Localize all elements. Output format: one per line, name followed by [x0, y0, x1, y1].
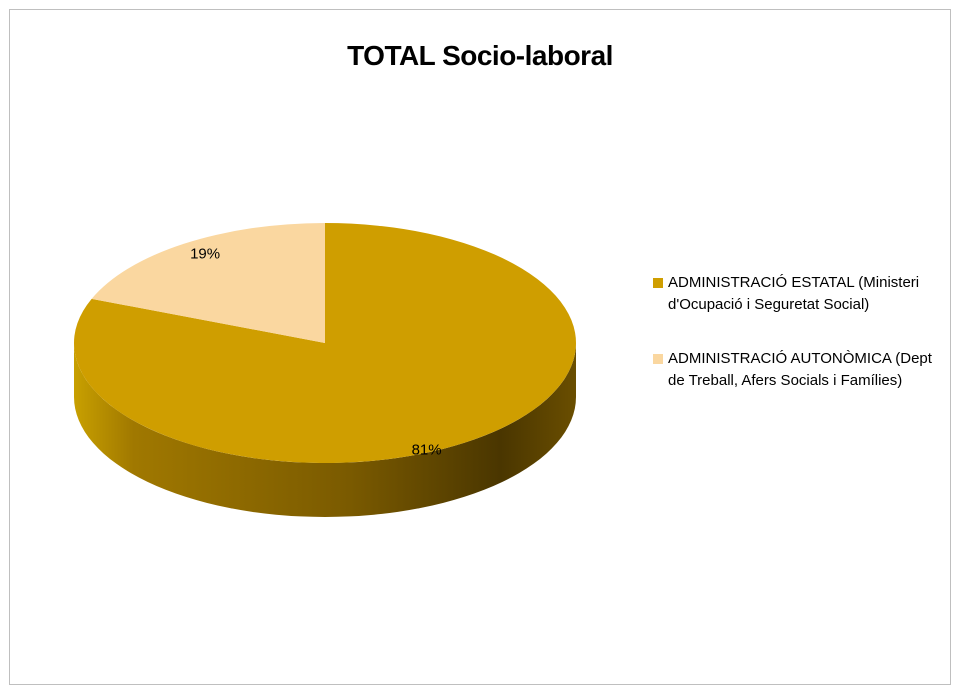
pie-data-label-1: 19%: [190, 246, 220, 263]
legend-item-estatal: ADMINISTRACIÓ ESTATAL (Ministeri d'Ocupa…: [650, 272, 950, 316]
pie-side-wall: [74, 343, 576, 517]
legend-item-autonomica: ADMINISTRACIÓ AUTONÒMICA (Dept de Trebal…: [650, 348, 950, 392]
legend-swatch-autonomica: [653, 354, 663, 364]
legend-label-line1: ADMINISTRACIÓ AUTONÒMICA (Dept: [668, 350, 932, 367]
legend-label-line2: de Treball, Afers Socials i Famílies): [668, 372, 903, 389]
pie-slice-1: [91, 223, 325, 343]
legend-label-line1: ADMINISTRACIÓ ESTATAL (Ministeri: [668, 274, 920, 291]
legend: ADMINISTRACIÓ ESTATAL (Ministeri d'Ocupa…: [650, 272, 950, 424]
chart-title: TOTAL Socio-laboral: [347, 40, 613, 71]
legend-label-line2: d'Ocupació i Seguretat Social): [668, 296, 870, 313]
pie-data-label-0: 81%: [412, 441, 442, 458]
legend-swatch-estatal: [653, 278, 663, 288]
